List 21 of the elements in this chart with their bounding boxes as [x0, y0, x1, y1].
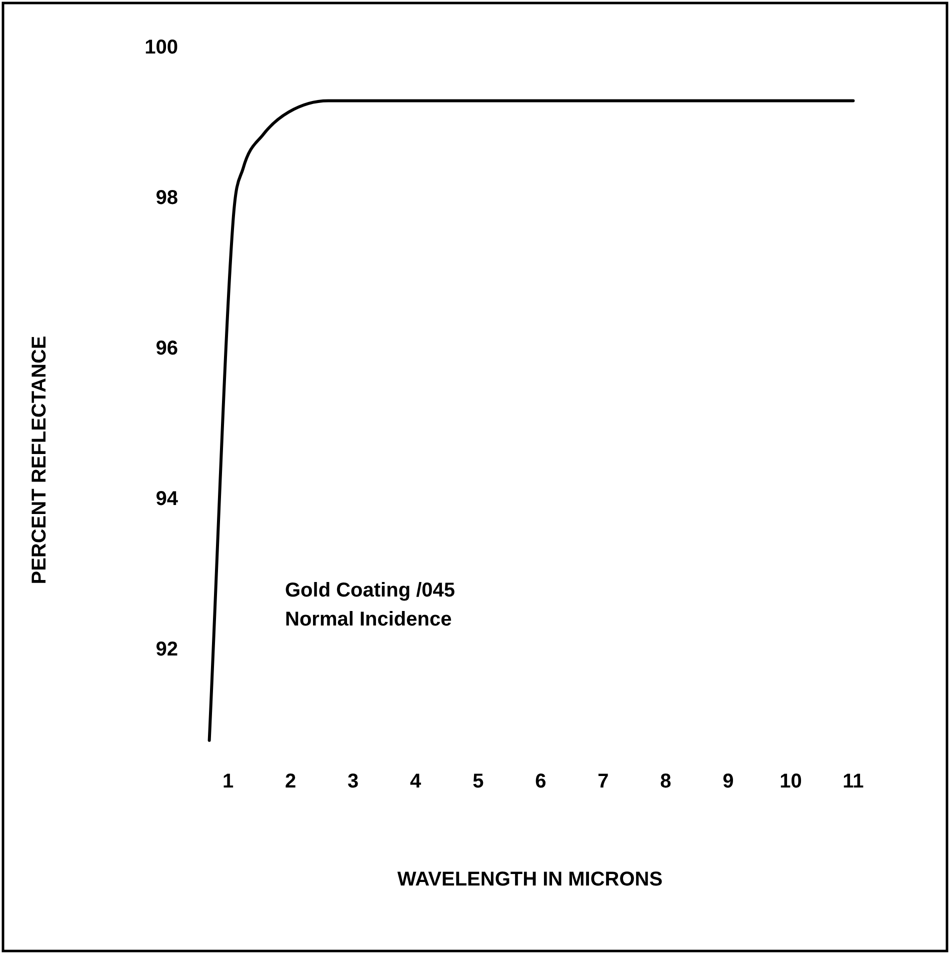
x-tick-label: 7 — [598, 770, 609, 793]
x-tick-label: 2 — [285, 770, 296, 793]
y-tick-label: 92 — [156, 638, 178, 661]
x-tick-label: 9 — [722, 770, 734, 793]
y-tick-label: 98 — [156, 187, 178, 210]
x-tick-label: 5 — [472, 770, 484, 793]
x-tick-label: 3 — [348, 770, 359, 793]
x-axis-title: WAVELENGTH IN MICRONS — [397, 868, 663, 891]
annotation: Gold Coating /045 — [285, 580, 456, 602]
x-tick-label: 6 — [535, 770, 546, 793]
y-tick-label: 96 — [156, 338, 178, 360]
x-tick-label: 11 — [842, 770, 864, 793]
x-tick-label: 1 — [222, 770, 234, 793]
line-series — [208, 99, 855, 742]
x-tick-label: 10 — [780, 770, 802, 793]
y-axis-title: PERCENT REFLECTANCE — [28, 336, 51, 584]
x-tick-label: 8 — [660, 770, 672, 793]
y-tick-label: 94 — [156, 488, 179, 510]
y-tick-label: 100 — [144, 36, 178, 59]
x-tick-label: 4 — [410, 770, 422, 793]
annotation: Normal Incidence — [285, 608, 452, 631]
